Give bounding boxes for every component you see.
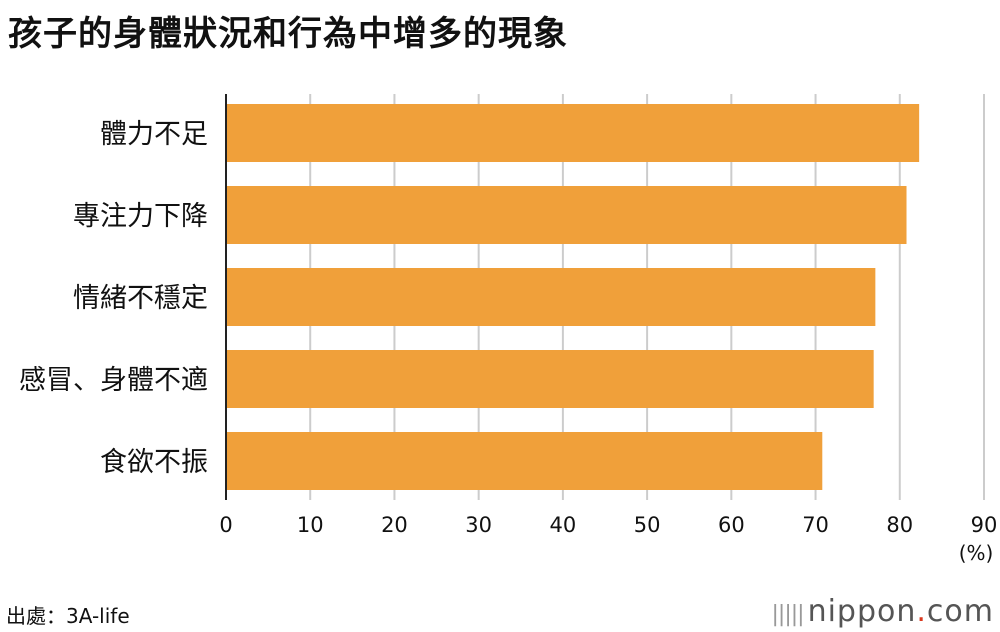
x-tick-label: 40 — [550, 513, 577, 537]
x-tick-label: 60 — [718, 513, 745, 537]
x-tick-label: 90 — [971, 513, 998, 537]
chart-title: 孩子的身體狀況和行為中增多的現象 — [8, 14, 568, 54]
x-tick-label: 50 — [634, 513, 661, 537]
bar — [226, 268, 876, 326]
logo-dot: . — [916, 594, 927, 629]
category-label: 體力不足 — [100, 119, 208, 150]
bar — [226, 350, 874, 408]
source-note: 出處：3A-life — [6, 604, 130, 628]
logo-mark-icon: ||||| — [771, 602, 805, 627]
bars — [226, 104, 920, 490]
category-label: 感冒、身體不適 — [19, 365, 208, 396]
category-label: 情緒不穩定 — [73, 283, 208, 314]
x-unit-label: (%) — [959, 541, 994, 565]
category-label: 食欲不振 — [100, 447, 208, 478]
nippon-logo: ||||| nippon.com — [772, 594, 995, 629]
x-tick-label: 70 — [802, 513, 829, 537]
category-label: 專注力下降 — [73, 201, 208, 232]
logo-name: nippon — [807, 594, 917, 629]
x-tick-label: 10 — [297, 513, 324, 537]
bar — [226, 104, 920, 162]
x-tick-label: 30 — [465, 513, 492, 537]
bar — [226, 186, 907, 244]
x-tick-label: 0 — [219, 513, 232, 537]
logo-tld: com — [926, 594, 994, 629]
bar — [226, 432, 823, 490]
x-tick-labels: 0 10 20 30 40 50 60 70 80 90 — [219, 513, 997, 537]
x-tick-label: 80 — [886, 513, 913, 537]
x-tick-label: 20 — [381, 513, 408, 537]
